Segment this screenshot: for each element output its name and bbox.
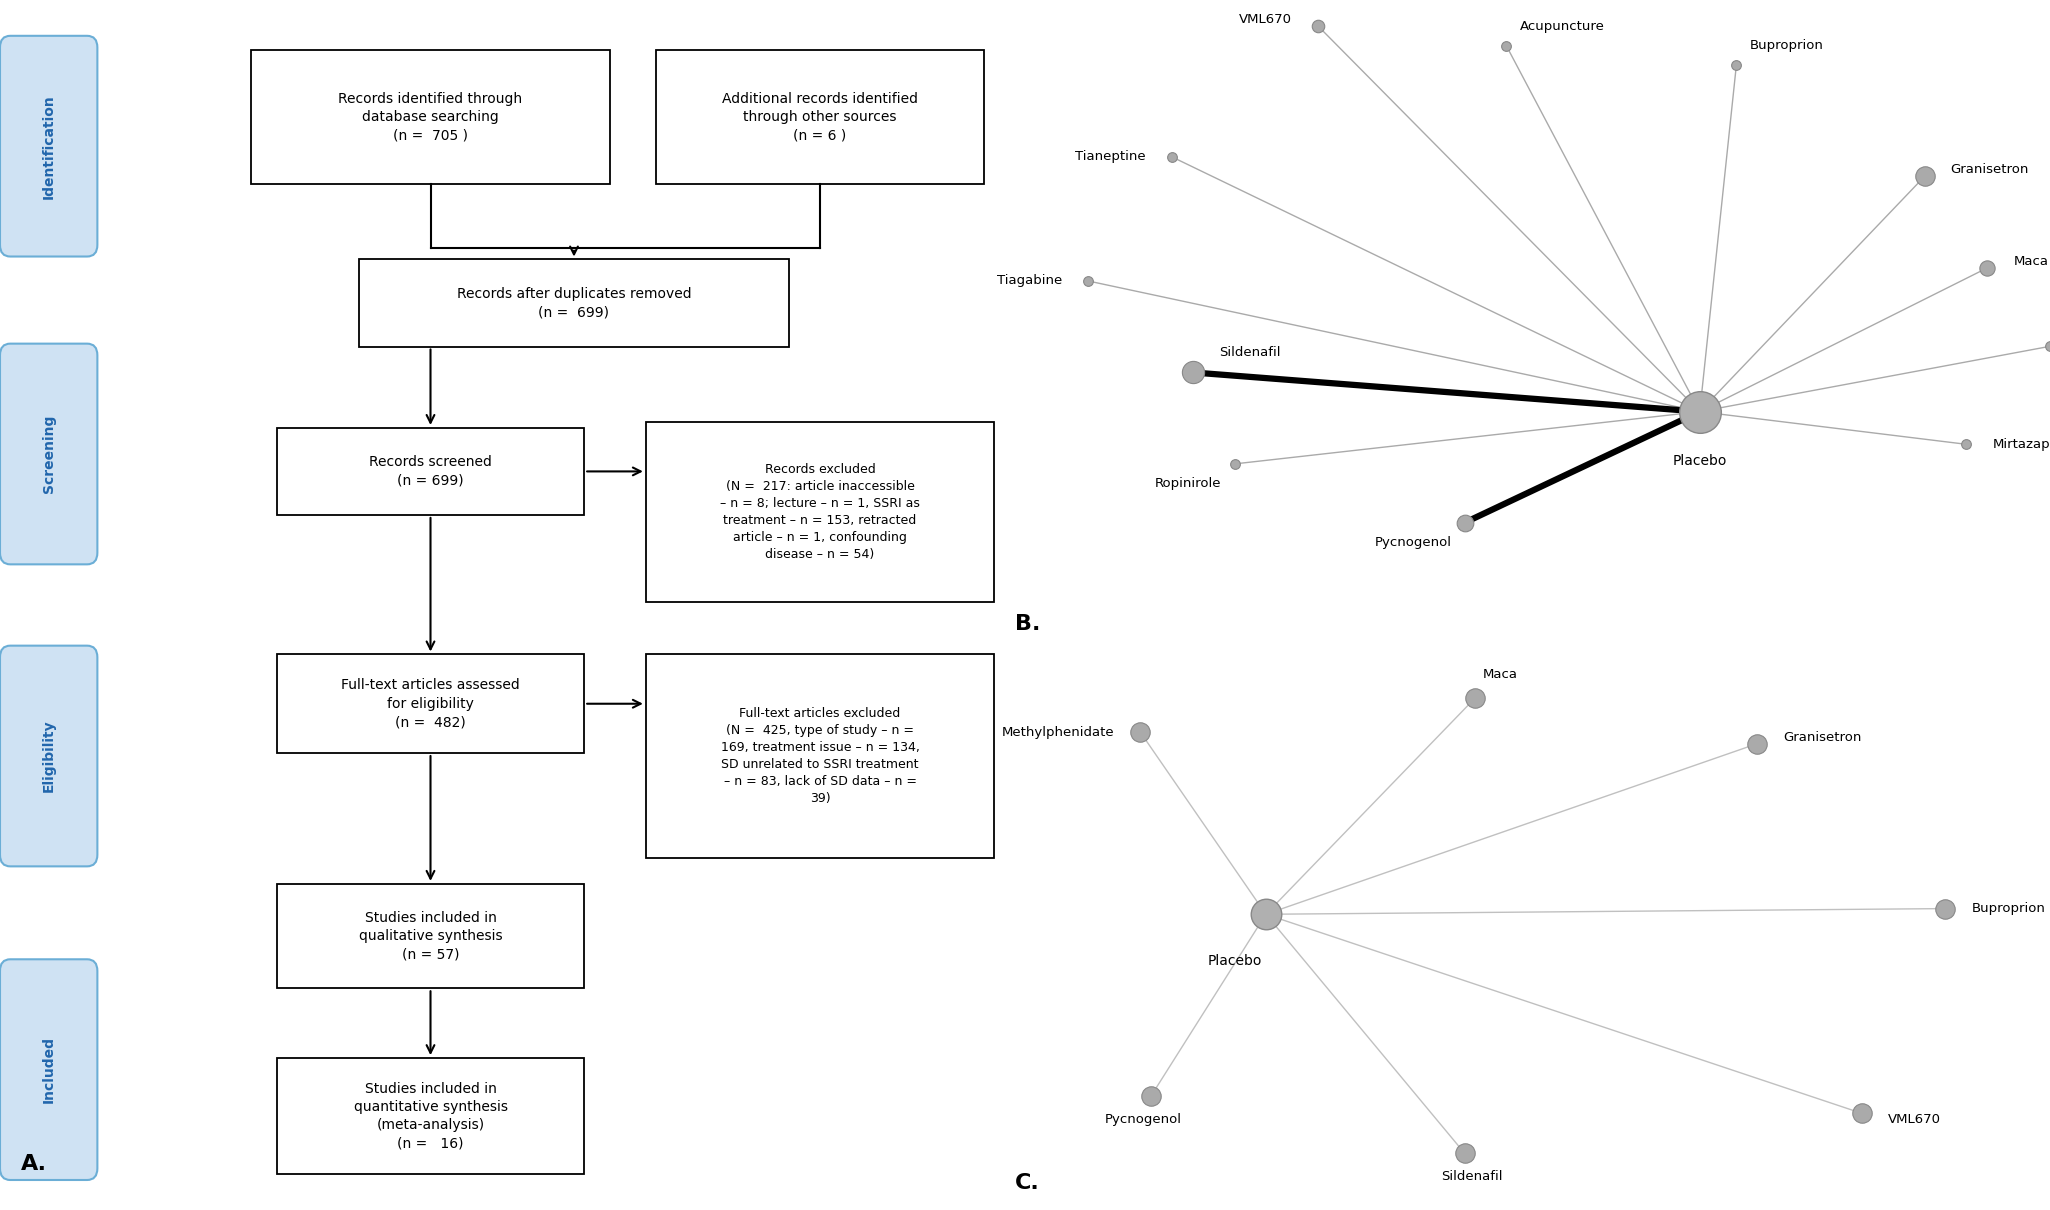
FancyBboxPatch shape bbox=[0, 960, 98, 1180]
Text: Tiagabine: Tiagabine bbox=[996, 275, 1062, 288]
Text: Buproprion: Buproprion bbox=[1972, 903, 2046, 915]
Text: Identification: Identification bbox=[43, 94, 55, 198]
Text: Records after duplicates removed
(n =  699): Records after duplicates removed (n = 69… bbox=[457, 287, 691, 319]
FancyBboxPatch shape bbox=[277, 655, 584, 753]
FancyBboxPatch shape bbox=[0, 646, 98, 866]
Text: Placebo: Placebo bbox=[1673, 454, 1726, 468]
Text: C.: C. bbox=[1015, 1172, 1039, 1193]
Text: Pycnogenol: Pycnogenol bbox=[1105, 1113, 1181, 1127]
Text: Ropinirole: Ropinirole bbox=[1154, 477, 1222, 490]
Text: Studies included in
qualitative synthesis
(n = 57): Studies included in qualitative synthesi… bbox=[359, 911, 502, 962]
Text: Granisetron: Granisetron bbox=[1952, 163, 2030, 177]
Text: Pycnogenol: Pycnogenol bbox=[1374, 536, 1451, 549]
Text: B.: B. bbox=[1015, 613, 1039, 634]
Text: A.: A. bbox=[20, 1154, 47, 1174]
Text: Buproprion: Buproprion bbox=[1749, 39, 1822, 52]
FancyBboxPatch shape bbox=[0, 36, 98, 257]
FancyBboxPatch shape bbox=[646, 422, 994, 603]
FancyBboxPatch shape bbox=[656, 51, 984, 184]
Text: VML670: VML670 bbox=[1888, 1112, 1941, 1125]
FancyBboxPatch shape bbox=[0, 344, 98, 564]
Text: Full-text articles excluded
(N =  425, type of study – n =
169, treatment issue : Full-text articles excluded (N = 425, ty… bbox=[720, 707, 920, 805]
FancyBboxPatch shape bbox=[359, 259, 789, 346]
Text: Records excluded
(N =  217: article inaccessible
– n = 8; lecture – n = 1, SSRI : Records excluded (N = 217: article inacc… bbox=[720, 463, 920, 561]
Text: Additional records identified
through other sources
(n = 6 ): Additional records identified through ot… bbox=[722, 92, 918, 143]
Text: Placebo: Placebo bbox=[1207, 953, 1261, 968]
Text: Records screened
(n = 699): Records screened (n = 699) bbox=[369, 455, 492, 488]
FancyBboxPatch shape bbox=[277, 428, 584, 515]
FancyBboxPatch shape bbox=[277, 883, 584, 989]
Text: Included: Included bbox=[43, 1036, 55, 1104]
Text: Acupuncture: Acupuncture bbox=[1519, 19, 1605, 33]
Text: Records identified through
database searching
(n =  705 ): Records identified through database sear… bbox=[338, 92, 523, 143]
Text: Full-text articles assessed
for eligibility
(n =  482): Full-text articles assessed for eligibil… bbox=[340, 679, 521, 730]
FancyBboxPatch shape bbox=[277, 1058, 584, 1174]
Text: Granisetron: Granisetron bbox=[1784, 732, 1861, 744]
Text: Studies included in
quantitative synthesis
(meta-analysis)
(n =   16): Studies included in quantitative synthes… bbox=[353, 1082, 508, 1151]
FancyBboxPatch shape bbox=[250, 51, 611, 184]
Text: Maca: Maca bbox=[1482, 668, 1517, 681]
Text: Maca: Maca bbox=[2013, 255, 2048, 267]
Text: Tianeptine: Tianeptine bbox=[1074, 150, 1146, 163]
Text: VML670: VML670 bbox=[1238, 13, 1292, 27]
Text: Mirtazapine: Mirtazapine bbox=[1993, 438, 2050, 451]
FancyBboxPatch shape bbox=[646, 655, 994, 858]
Text: Screening: Screening bbox=[43, 415, 55, 494]
Text: Eligibility: Eligibility bbox=[43, 720, 55, 793]
Text: Sildenafil: Sildenafil bbox=[1220, 346, 1281, 359]
Text: Methylphenidate: Methylphenidate bbox=[1002, 726, 1115, 739]
Text: Sildenafil: Sildenafil bbox=[1441, 1170, 1503, 1183]
